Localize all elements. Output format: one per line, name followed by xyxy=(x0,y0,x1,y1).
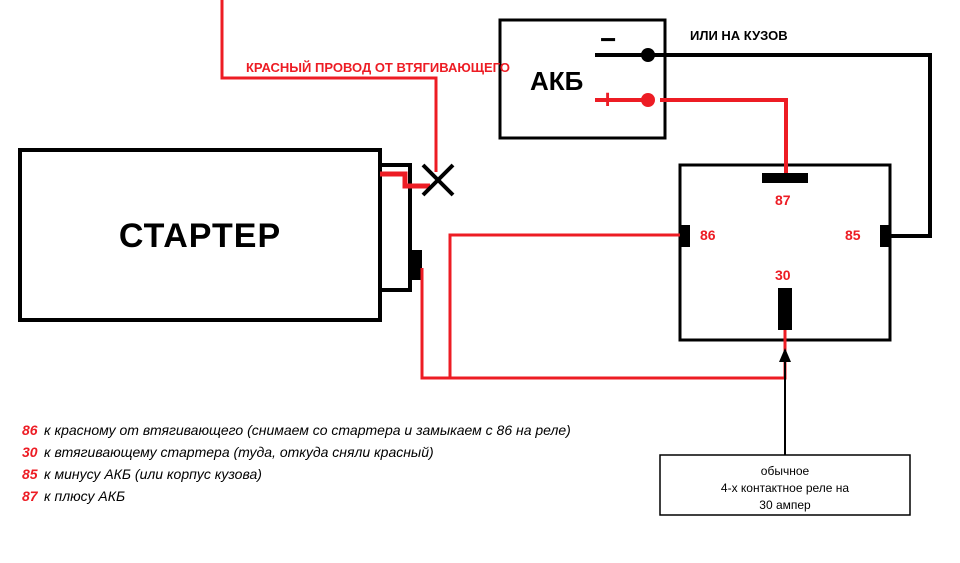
battery-label: АКБ xyxy=(530,66,583,96)
pin-86-label: 86 xyxy=(700,227,716,243)
relay-terminal-86 xyxy=(680,225,690,247)
legend-text: к красному от втягивающего (снимаем со с… xyxy=(44,422,571,438)
wire-red_starter_top xyxy=(380,174,430,186)
battery-note: ИЛИ НА КУЗОВ xyxy=(690,28,788,43)
wire-red_87_to_batpos xyxy=(660,100,786,173)
relay-note-line: 30 ампер xyxy=(759,498,811,512)
relay-note-line: 4-x контактное реле на xyxy=(721,481,850,495)
wire-red_30_down xyxy=(450,330,785,378)
wire-red_top xyxy=(222,0,436,172)
wiring-diagram: СТАРТЕР АКБ− + ИЛИ НА КУЗОВ 87 86 85 30 КРАСНЫЙ … xyxy=(0,0,960,563)
starter-pin xyxy=(410,250,422,280)
pin-85-label: 85 xyxy=(845,227,861,243)
relay-terminal-87 xyxy=(762,173,808,183)
battery-pos-terminal xyxy=(641,93,655,107)
relay-terminal-30 xyxy=(778,288,792,330)
plus-sign: + xyxy=(600,84,615,114)
pin-87-label: 87 xyxy=(775,192,791,208)
legend-num: 87 xyxy=(22,488,39,504)
wire-red_86_to_starter xyxy=(422,235,680,378)
wire-black_batneg xyxy=(648,55,930,236)
relay-terminal-85 xyxy=(880,225,890,247)
relay-note-line: обычное xyxy=(761,464,810,478)
legend-num: 86 xyxy=(22,422,38,438)
legend-text: к плюсу АКБ xyxy=(44,488,125,504)
starter-label: СТАРТЕР xyxy=(119,217,281,255)
top-red-note: КРАСНЫЙ ПРОВОД ОТ ВТЯГИВАЮЩЕГО xyxy=(246,60,510,75)
minus-sign: − xyxy=(600,24,616,55)
legend-text: к втягивающему стартера (туда, откуда сн… xyxy=(44,444,434,460)
legend-num: 30 xyxy=(22,444,38,460)
legend-text: к минусу АКБ (или корпус кузова) xyxy=(44,466,262,482)
legend-num: 85 xyxy=(22,466,38,482)
pin-30-label: 30 xyxy=(775,267,791,283)
